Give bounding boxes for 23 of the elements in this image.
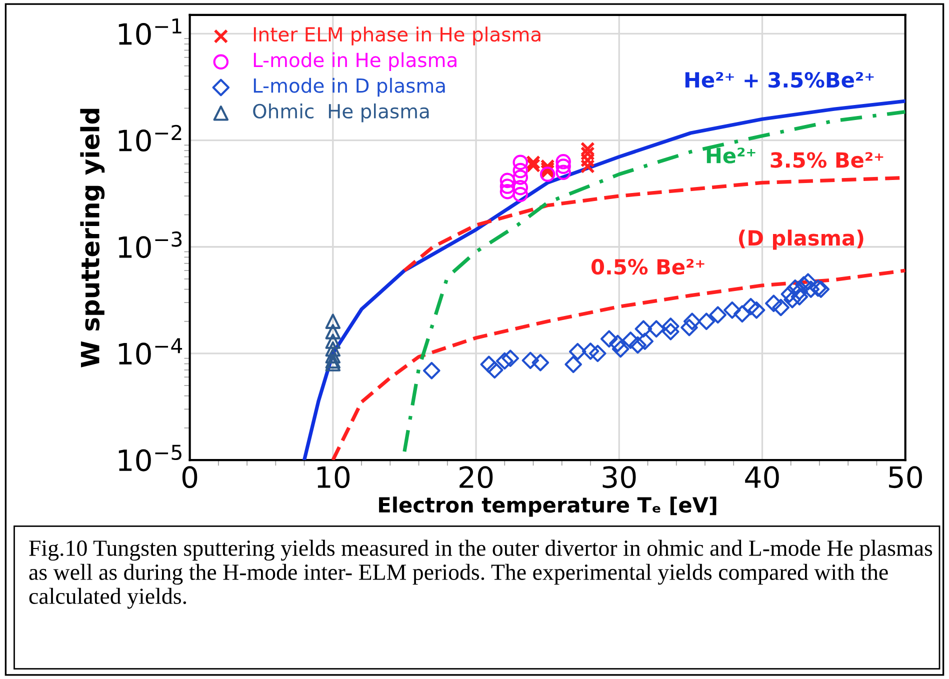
y-tick-label: 10$^{−4}$ xyxy=(118,338,182,365)
series-label: 0.5% Be²⁺ xyxy=(592,258,704,275)
x-tick-label: 0 xyxy=(182,466,198,488)
legend-label: Ohmic He plasma xyxy=(253,103,429,122)
x-tick-label: 40 xyxy=(745,466,779,488)
y-tick-label: 10$^{−2}$ xyxy=(118,124,182,152)
caption: Fig.10 Tungsten sputtering yields measured in the outer divertor in ohmic and L-mode He plasmas as well as during the H-mode inter- ELM periods. The experimental yields compared with the calculated yields. xyxy=(29,540,932,609)
annotation: (D plasma) xyxy=(738,230,864,250)
x-tick-label: 50 xyxy=(889,466,922,488)
series-label: He²⁺ xyxy=(706,148,756,164)
legend-label: L-mode in D plasma xyxy=(254,78,445,97)
series-label: 3.5% Be²⁺ xyxy=(770,152,884,168)
y-axis-title: W sputtering yield xyxy=(80,108,105,368)
y-tick-label: 10$^{−5}$ xyxy=(118,444,182,472)
y-tick-label: 10$^{−1}$ xyxy=(118,18,182,45)
x-tick-label: 20 xyxy=(460,466,493,488)
legend-label: Inter ELM phase in He plasma xyxy=(254,26,540,46)
legend-label: L-mode in He plasma xyxy=(254,52,456,72)
x-tick-label: 10 xyxy=(318,466,350,488)
series-label: He²⁺ + 3.5%Be²⁺ xyxy=(685,72,874,88)
x-axis-title: Electron temperature Tₑ [eV] xyxy=(379,496,716,517)
x-tick-label: 30 xyxy=(602,466,636,488)
y-tick-label: 10$^{−3}$ xyxy=(118,231,182,258)
